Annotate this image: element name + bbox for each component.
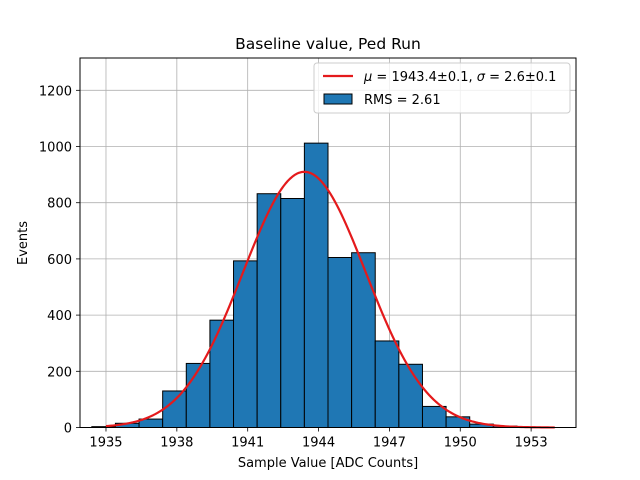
x-tick-label: 1938 (160, 436, 193, 451)
histogram-bar (374, 340, 400, 428)
x-tick-label: 1953 (515, 436, 548, 451)
histogram-bar (351, 252, 376, 428)
legend: μ = 1943.4±0.1, σ = 2.6±0.1 RMS = 2.61 (313, 62, 571, 114)
x-tick-label: 1944 (302, 436, 335, 451)
legend-sigma-text: = 2.6±0.1 (485, 70, 556, 85)
legend-mu-text: = 1943.4±0.1, (372, 70, 476, 85)
histogram-bar (327, 257, 353, 428)
legend-fit-label: μ = 1943.4±0.1, σ = 2.6±0.1 (363, 70, 556, 85)
y-tick-label: 1000 (39, 141, 72, 156)
y-tick-label: 600 (47, 253, 72, 268)
y-tick-label: 400 (47, 309, 72, 324)
legend-histogram-label: RMS = 2.61 (364, 93, 441, 108)
axis-ticks: 1935 1938 1941 1944 1947 1950 1953 0 200 400 600 80… (39, 84, 548, 450)
chart-title: Baseline value, Ped Run (235, 35, 421, 53)
legend-sigma-symbol: σ (477, 70, 486, 85)
histogram-bars (91, 142, 542, 429)
legend-histogram-swatch (323, 93, 353, 105)
histogram-bar (185, 362, 211, 428)
y-axis-title: Events (16, 221, 31, 265)
legend-mu-symbol: μ (363, 70, 372, 85)
legend-frame (313, 62, 571, 114)
y-tick-label: 200 (47, 365, 72, 380)
histogram-bar (209, 319, 235, 428)
histogram-bar (421, 405, 447, 428)
histogram-bar (162, 390, 187, 429)
gaussian-fit (105, 170, 555, 429)
y-tick-label: 800 (47, 197, 72, 212)
x-tick-label: 1941 (231, 436, 264, 451)
x-tick-label: 1950 (444, 436, 477, 451)
y-tick-label: 1200 (39, 84, 72, 99)
x-tick-label: 1947 (373, 436, 406, 451)
histogram-bar (398, 363, 423, 428)
plot-frame (79, 57, 577, 428)
histogram-bar (280, 197, 305, 428)
x-tick-label: 1935 (89, 436, 122, 451)
fit-curve (105, 170, 555, 429)
x-axis-title: Sample Value [ADC Counts] (238, 456, 418, 471)
y-tick-label: 0 (64, 422, 72, 437)
